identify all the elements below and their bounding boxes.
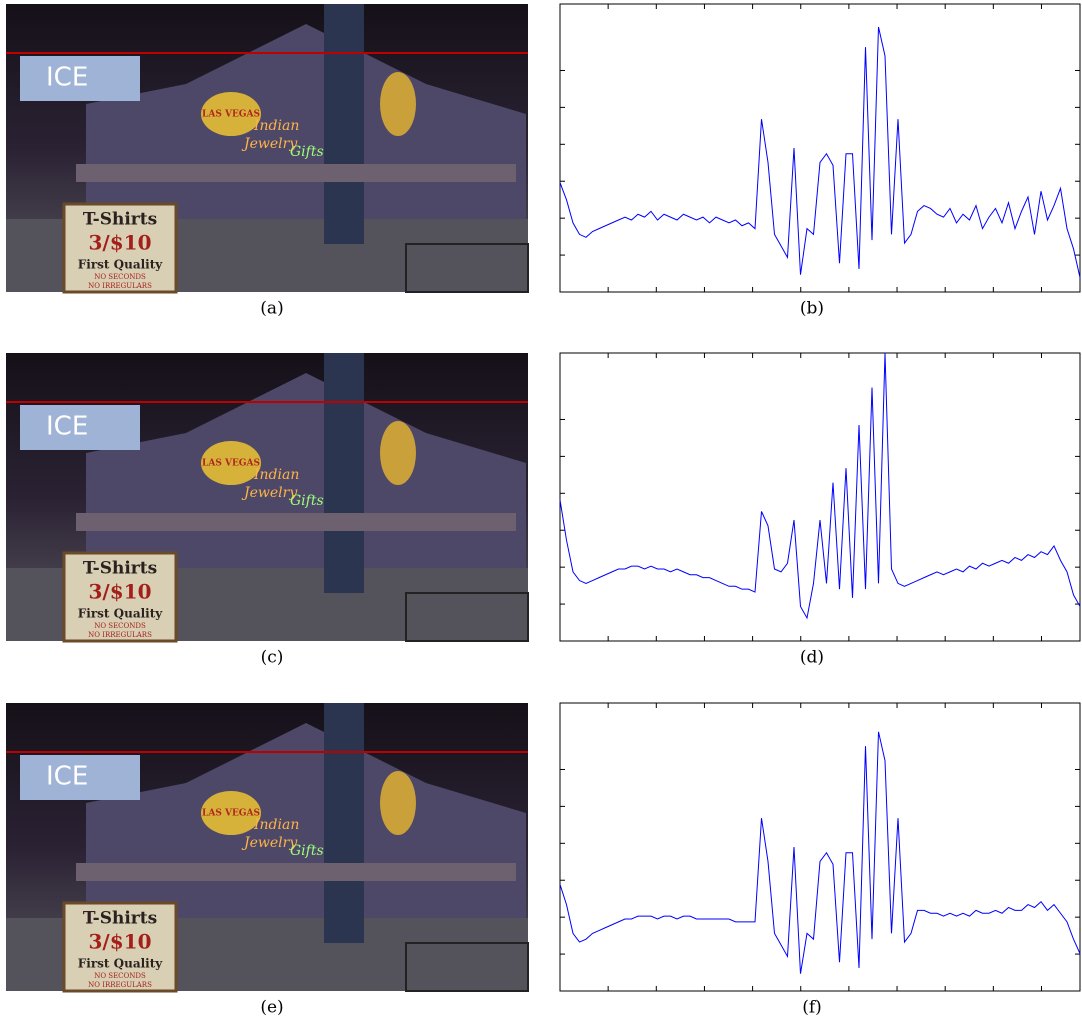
sign-text: 3/$10 bbox=[89, 930, 152, 954]
sign-text: First Quality bbox=[78, 258, 163, 272]
neon-text: Gifts bbox=[290, 493, 324, 509]
sign-text: NO SECONDS bbox=[94, 972, 146, 980]
sign-text: NO IRREGULARS bbox=[88, 981, 152, 989]
sign-text: T-Shirts bbox=[83, 909, 157, 929]
figure: ICELAS VEGASIndianJewelryGiftsT-Shirts3/… bbox=[0, 0, 1082, 1021]
sign-text: NO SECONDS bbox=[94, 273, 146, 281]
caption: (d) bbox=[800, 648, 824, 668]
vegas-sign bbox=[380, 421, 416, 485]
plot-frame bbox=[560, 4, 1080, 292]
sign-text: First Quality bbox=[78, 957, 163, 971]
caption: (b) bbox=[800, 299, 824, 319]
caption: (e) bbox=[260, 998, 283, 1018]
vegas-sign bbox=[380, 771, 416, 835]
awning bbox=[76, 164, 516, 182]
neon-text: LAS VEGAS bbox=[202, 459, 260, 469]
caption: (a) bbox=[260, 299, 283, 319]
plot-frame bbox=[560, 703, 1080, 991]
tower bbox=[324, 4, 364, 244]
awning bbox=[76, 513, 516, 531]
neon-text: LAS VEGAS bbox=[202, 809, 260, 819]
awning bbox=[76, 863, 516, 881]
sign-text: NO IRREGULARS bbox=[88, 282, 152, 290]
billboard-text: ICE bbox=[46, 412, 88, 442]
plot bbox=[560, 703, 1080, 991]
sign-text: NO SECONDS bbox=[94, 622, 146, 630]
neon-text: Indian bbox=[253, 817, 299, 833]
sign-text: 3/$10 bbox=[89, 231, 152, 255]
caption: (c) bbox=[261, 648, 284, 668]
neon-text: LAS VEGAS bbox=[202, 110, 260, 120]
neon-text: Indian bbox=[253, 467, 299, 483]
page: ICELAS VEGASIndianJewelryGiftsT-Shirts3/… bbox=[0, 0, 1082, 1025]
plot bbox=[560, 4, 1080, 292]
neon-text: Indian bbox=[253, 118, 299, 134]
neon-text: Gifts bbox=[290, 843, 324, 859]
vegas-sign bbox=[380, 72, 416, 136]
plot-frame bbox=[560, 353, 1080, 641]
sign-text: T-Shirts bbox=[83, 210, 157, 230]
billboard-text: ICE bbox=[46, 762, 88, 792]
sign-text: T-Shirts bbox=[83, 559, 157, 579]
sign-text: 3/$10 bbox=[89, 580, 152, 604]
sign-text: First Quality bbox=[78, 607, 163, 621]
billboard-text: ICE bbox=[46, 63, 88, 93]
caption: (f) bbox=[802, 998, 822, 1018]
sign-text: NO IRREGULARS bbox=[88, 631, 152, 639]
tower bbox=[324, 703, 364, 943]
tower bbox=[324, 353, 364, 593]
plot bbox=[560, 353, 1080, 641]
neon-text: Gifts bbox=[290, 144, 324, 160]
